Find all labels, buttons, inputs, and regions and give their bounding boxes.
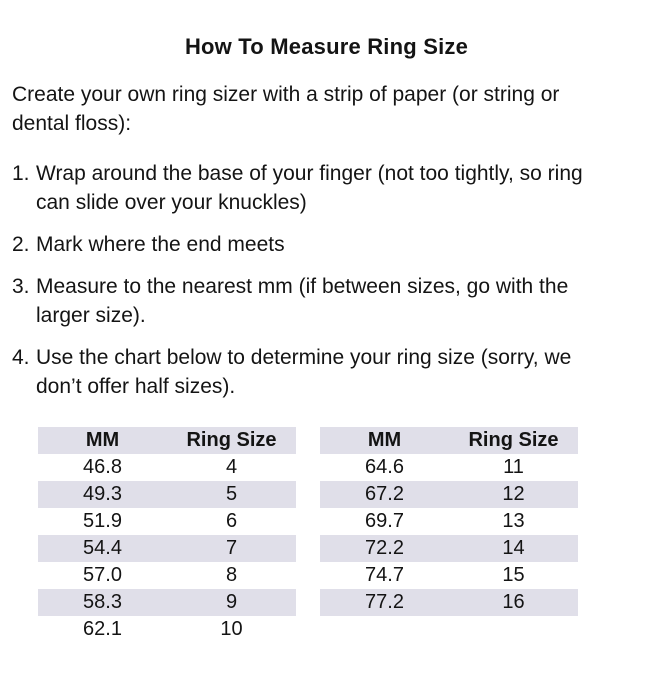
ring-size-value: 4 bbox=[225, 456, 238, 478]
step-text: Use the chart below to determine your ri… bbox=[36, 346, 572, 398]
ring-size-value: 7 bbox=[225, 537, 238, 559]
ring-size-value: 13 bbox=[502, 510, 525, 532]
column-header-mm: MM bbox=[320, 427, 449, 454]
table-row: 67.2 12 bbox=[320, 481, 578, 508]
step-item-1: 1. Wrap around the base of your finger (… bbox=[12, 159, 641, 217]
ring-size-value: 8 bbox=[225, 564, 238, 586]
mm-value: 67.2 bbox=[365, 483, 404, 505]
size-table-left: MM Ring Size 46.8 4 49.3 5 51.9 6 bbox=[38, 427, 296, 643]
table-row: 74.7 15 bbox=[320, 562, 578, 589]
step-item-4: 4. Use the chart below to determine your… bbox=[12, 343, 641, 401]
mm-value: 62.1 bbox=[83, 618, 122, 640]
size-table-right: MM Ring Size 64.6 11 67.2 12 69.7 13 bbox=[320, 427, 578, 616]
ring-size-value: 6 bbox=[225, 510, 238, 532]
column-header-mm: MM bbox=[38, 427, 167, 454]
mm-value: 51.9 bbox=[83, 510, 122, 532]
table-row: 69.7 13 bbox=[320, 508, 578, 535]
mm-value: 77.2 bbox=[365, 591, 404, 613]
steps-list: 1. Wrap around the base of your finger (… bbox=[12, 159, 641, 401]
table-row: 72.2 14 bbox=[320, 535, 578, 562]
mm-value: 49.3 bbox=[83, 483, 122, 505]
page-title: How To Measure Ring Size bbox=[184, 34, 469, 59]
table-row: 51.9 6 bbox=[38, 508, 296, 535]
table-row: 62.1 10 bbox=[38, 616, 296, 643]
ring-size-value: 15 bbox=[502, 564, 525, 586]
mm-value: 69.7 bbox=[365, 510, 404, 532]
mm-value: 64.6 bbox=[365, 456, 404, 478]
table-row: 54.4 7 bbox=[38, 535, 296, 562]
step-item-2: 2. Mark where the end meets bbox=[12, 230, 641, 259]
mm-value: 57.0 bbox=[83, 564, 122, 586]
ring-size-value: 5 bbox=[225, 483, 238, 505]
table-row: 57.0 8 bbox=[38, 562, 296, 589]
mm-value: 54.4 bbox=[83, 537, 122, 559]
table-header-row: MM Ring Size bbox=[38, 427, 296, 454]
table-row: 77.2 16 bbox=[320, 589, 578, 616]
step-number: 1. bbox=[12, 162, 30, 185]
step-number: 3. bbox=[12, 275, 30, 298]
ring-size-value: 16 bbox=[502, 591, 525, 613]
step-text: Mark where the end meets bbox=[36, 233, 285, 256]
column-header-ring-size: Ring Size bbox=[449, 427, 578, 454]
step-item-3: 3. Measure to the nearest mm (if between… bbox=[12, 272, 641, 330]
table-row: 49.3 5 bbox=[38, 481, 296, 508]
step-text: Wrap around the base of your finger (not… bbox=[36, 162, 583, 214]
step-number: 2. bbox=[12, 233, 30, 256]
ring-size-value: 14 bbox=[502, 537, 525, 559]
mm-value: 74.7 bbox=[365, 564, 404, 586]
step-text: Measure to the nearest mm (if between si… bbox=[36, 275, 569, 327]
table-header-row: MM Ring Size bbox=[320, 427, 578, 454]
ring-size-value: 9 bbox=[225, 591, 238, 613]
size-tables: MM Ring Size 46.8 4 49.3 5 51.9 6 bbox=[38, 427, 641, 643]
table-row: 64.6 11 bbox=[320, 454, 578, 481]
mm-value: 58.3 bbox=[83, 591, 122, 613]
ring-size-guide: How To Measure Ring Size Create your own… bbox=[0, 34, 653, 643]
column-header-ring-size: Ring Size bbox=[167, 427, 296, 454]
ring-size-value: 12 bbox=[502, 483, 525, 505]
table-row: 58.3 9 bbox=[38, 589, 296, 616]
ring-size-value: 11 bbox=[503, 456, 524, 478]
ring-size-value: 10 bbox=[220, 618, 243, 640]
mm-value: 72.2 bbox=[365, 537, 404, 559]
intro-text: Create your own ring sizer with a strip … bbox=[12, 83, 560, 135]
step-number: 4. bbox=[12, 346, 30, 369]
mm-value: 46.8 bbox=[83, 456, 122, 478]
table-row: 46.8 4 bbox=[38, 454, 296, 481]
